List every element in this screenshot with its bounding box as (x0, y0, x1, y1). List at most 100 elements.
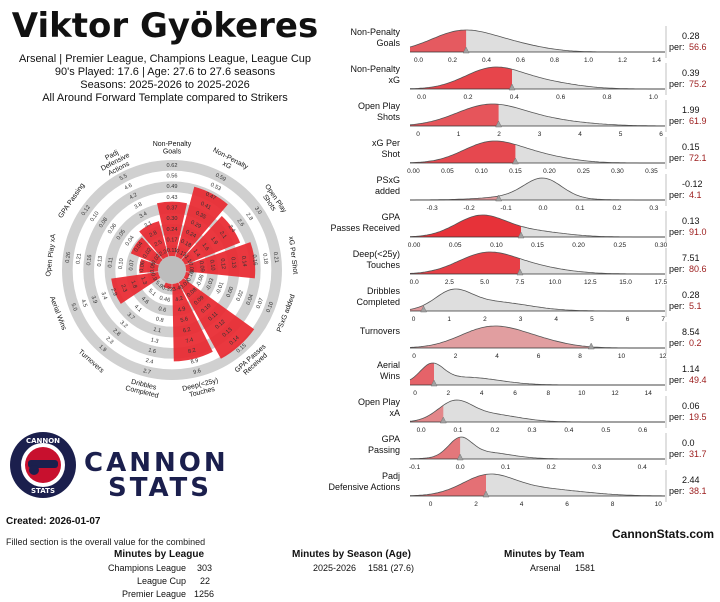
team-minutes: 1581 (575, 563, 596, 573)
radar-tick-label: 0.14 (240, 255, 247, 267)
radar-tick-label: 0.12 (214, 319, 226, 331)
team-name: Arsenal (530, 563, 561, 573)
radar-wedge (172, 282, 213, 362)
panel-metric-label: Dribbles (367, 286, 401, 296)
density-background (410, 400, 665, 422)
panel-tick-label: 0.0 (538, 205, 547, 212)
panel-percentile-label: per: (669, 79, 685, 89)
radar-tick-label: 0.09 (198, 261, 205, 273)
panel-percentile: 91.0 (689, 227, 707, 237)
logo-ring-top-text: CANNON (26, 437, 60, 445)
panel-tick-label: 10 (655, 501, 663, 508)
radar-tick-label: 4.1 (133, 304, 143, 314)
density-background (410, 437, 665, 459)
panel-tick-label: -0.1 (500, 205, 512, 212)
panel-tick-label: 4 (578, 131, 582, 138)
radar-tick-label: 1.3 (150, 337, 159, 345)
panel-tick-label: 0.00 (408, 242, 421, 249)
radar-tick-label: 2.1 (218, 230, 227, 240)
density-curve (409, 103, 665, 127)
radar-tick-label: 0.10 (208, 259, 215, 271)
panel-tick-label: 0.6 (556, 94, 565, 101)
panel-tick-label: 6 (659, 131, 663, 138)
radar-wedge (178, 278, 255, 359)
radar-wedge (175, 186, 228, 260)
radar-tick-label: 0.05 (116, 229, 127, 241)
panel-tick-label: 0.20 (543, 168, 556, 175)
league-name: Champions League (107, 563, 186, 573)
panel-tick-label: 0 (412, 353, 416, 360)
minutes-by-team-title: Minutes by Team (504, 549, 585, 560)
radar-tick-label: 0.18 (179, 239, 191, 249)
player-name: Viktor Gyökeres (11, 6, 319, 46)
radar-tick-label: 4.6 (140, 296, 150, 306)
panel-value: 0.15 (682, 142, 700, 152)
panel-metric-label: Defensive Actions (328, 482, 400, 492)
panel-metric-label: Non-Penalty (350, 27, 400, 37)
radar-tick-label: 0.62 (167, 163, 178, 169)
radar-tick-label: 9.6 (193, 368, 202, 376)
radar-tick-label: 0.29 (189, 220, 201, 230)
radar-wedge (181, 216, 241, 265)
panel-tick-label: 0.30 (611, 168, 624, 175)
site-url: CannonStats.com (612, 527, 715, 541)
density-filled-section (410, 215, 521, 237)
radar-tick-label: 1.3 (139, 276, 147, 285)
radar-tick-label: 0.14 (229, 335, 241, 347)
league-minutes: 303 (197, 563, 213, 573)
panel-tick-label: 12 (611, 390, 619, 397)
radar-tick-label: 0.04 (246, 294, 255, 306)
radar-tick-label: 0.56 (167, 173, 178, 179)
radar-wedge (139, 221, 169, 260)
panel-percentile-label: per: (669, 486, 685, 496)
panel-tick-label: -0.2 (463, 205, 475, 212)
radar-tick-label: 0.24 (184, 229, 196, 239)
radar-tick-label: 2.9 (109, 287, 117, 296)
panel-tick-label: 0 (429, 501, 433, 508)
panel-tick-label: 4 (495, 353, 499, 360)
distribution-panels: 0.0 0.2 0.4 0.6 0.8 1.0 1.2 1.4Non-PenaltyGoals… (328, 26, 707, 508)
panel-tick-label: 0.2 (612, 205, 621, 212)
radar-tick-label: 0.43 (167, 195, 178, 201)
panel-value: 8.54 (682, 327, 700, 337)
brand-name-top: CANNON (84, 448, 229, 478)
panel-percentile-label: per: (669, 116, 685, 126)
panel-tick-label: 0 (416, 131, 420, 138)
density-background (410, 30, 665, 52)
panel-metric-label: PSxG (376, 175, 400, 185)
cannon-wheel-icon (29, 465, 39, 475)
value-marker (495, 194, 503, 202)
radar-ring (61, 159, 283, 381)
panel-tick-label: 14 (645, 390, 653, 397)
panel-tick-label: 0 (413, 390, 417, 397)
radar-tick-label: 2.6 (236, 218, 245, 228)
radar-tick-label: 0.26 (65, 252, 72, 264)
density-background (410, 178, 665, 200)
panel-tick-label: 0.30 (655, 242, 668, 249)
subtitle-teams: Arsenal | Premier League, Champions Leag… (18, 53, 312, 65)
value-marker (420, 305, 428, 313)
value-marker (516, 268, 524, 276)
panel-value: 0.39 (682, 68, 700, 78)
radar-wedge (163, 282, 172, 289)
density-filled-section (410, 437, 461, 459)
season-label: 2025-2026 (313, 563, 357, 573)
radar-tick-label: 0.13 (97, 255, 104, 267)
radar-tick-label: 5.5 (119, 173, 129, 182)
density-filled-section (410, 30, 467, 52)
panel-value: 0.06 (682, 401, 700, 411)
panel-tick-label: 10.0 (549, 279, 562, 286)
value-marker (517, 231, 525, 239)
panel-metric-label: Aerial (377, 360, 400, 370)
panel-tick-label: 0.00 (407, 168, 420, 175)
radar-tick-label: 0.07 (179, 279, 191, 291)
panel-tick-label: 6 (565, 501, 569, 508)
radar-tick-label: 0.24 (167, 227, 178, 233)
panel-metric-label: Turnovers (360, 326, 401, 336)
radar-tick-label: 4.2 (129, 192, 139, 201)
radar-tick-label: 0.08 (98, 217, 109, 229)
subtitle-template: All Around Forward Template compared to … (42, 92, 288, 104)
panel-tick-label: -0.3 (427, 205, 439, 212)
panel-percentile-label: per: (669, 412, 685, 422)
panel-tick-label: 0.6 (638, 427, 647, 434)
